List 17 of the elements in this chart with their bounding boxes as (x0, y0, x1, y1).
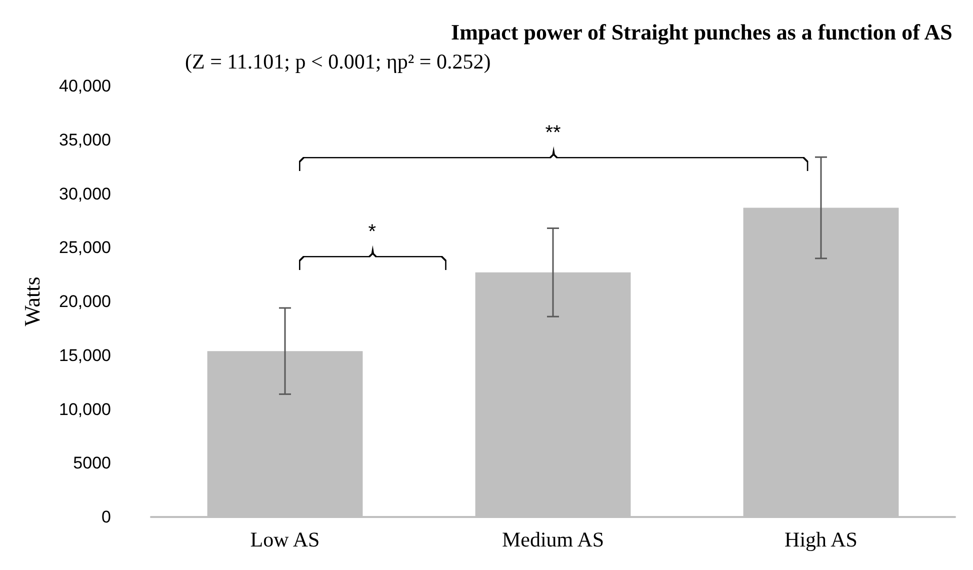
y-tick-label: 5000 (73, 454, 111, 473)
chart-title: Impact power of Straight punches as a function of AS (451, 20, 952, 44)
y-axis-title: Watts (20, 276, 44, 326)
y-tick-label: 15,000 (59, 346, 111, 365)
x-tick-label: Medium AS (502, 528, 604, 552)
y-tick-label: 35,000 (59, 130, 111, 150)
chart-subtitle: (Z = 11.101; p < 0.001; ηp² = 0.252) (185, 50, 491, 74)
annotation: ** (545, 122, 561, 144)
y-tick-label: 20,000 (59, 292, 111, 311)
y-tick-label: 40,000 (59, 76, 111, 96)
x-tick-label: Low AS (250, 528, 320, 552)
x-tick-label: High AS (784, 528, 858, 552)
y-tick-label: 10,000 (59, 400, 111, 419)
y-tick-label: 25,000 (59, 238, 111, 258)
y-tick-label: 30,000 (59, 184, 111, 204)
y-tick-label: 0 (102, 508, 111, 526)
annotation: * (368, 221, 376, 243)
